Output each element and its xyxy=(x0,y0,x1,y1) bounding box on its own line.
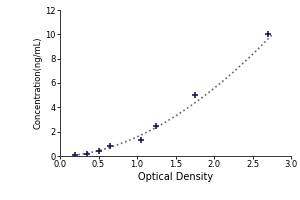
X-axis label: Optical Density: Optical Density xyxy=(138,172,213,182)
Y-axis label: Concentration(ng/mL): Concentration(ng/mL) xyxy=(34,37,43,129)
